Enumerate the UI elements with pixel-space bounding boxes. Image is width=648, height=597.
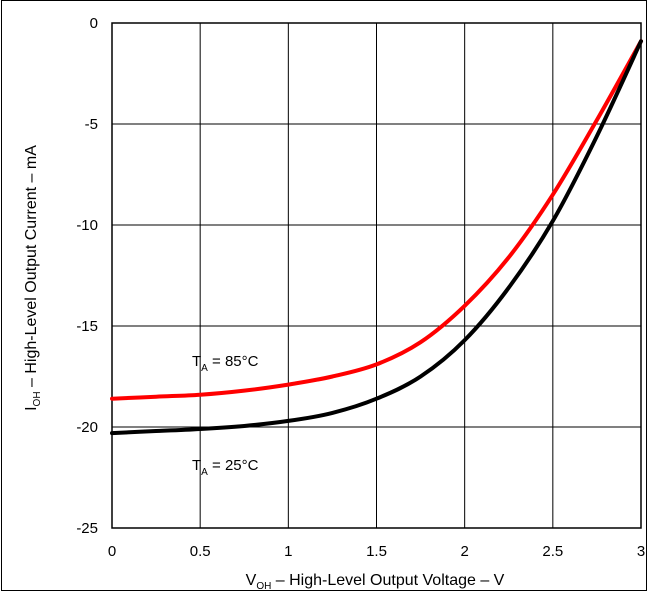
y-tick-label: -10 — [76, 217, 98, 234]
series-line-1 — [110, 39, 643, 436]
plot-area — [111, 22, 642, 529]
x-tick-label: 3 — [637, 543, 645, 560]
annotation-25c: TA = 25°C — [192, 457, 259, 478]
annotation-85c: TA = 85°C — [192, 353, 259, 374]
x-tick-label: 2.5 — [542, 543, 563, 560]
x-tick-label: 0.5 — [190, 543, 211, 560]
series-layer — [110, 39, 643, 436]
x-tick-labels: 0 0.5 1 1.5 2 2.5 3 — [108, 543, 645, 560]
y-tick-label: -15 — [76, 318, 98, 335]
x-axis-title: VOH – High-Level Output Voltage – V — [246, 572, 505, 592]
y-tick-label: 0 — [90, 15, 98, 32]
x-tick-label: 1.5 — [366, 543, 387, 560]
y-tick-label: -20 — [76, 419, 98, 436]
x-tick-label: 2 — [460, 543, 468, 560]
x-tick-label: 1 — [284, 543, 292, 560]
y-tick-labels: 0 -5 -10 -15 -20 -25 — [76, 15, 98, 537]
y-tick-label: -25 — [76, 520, 98, 537]
y-axis-title: IOH – High-Level Output Current – mA — [23, 145, 43, 411]
x-tick-label: 0 — [108, 543, 116, 560]
y-tick-label: -5 — [85, 116, 98, 133]
series-line-0 — [110, 39, 643, 401]
